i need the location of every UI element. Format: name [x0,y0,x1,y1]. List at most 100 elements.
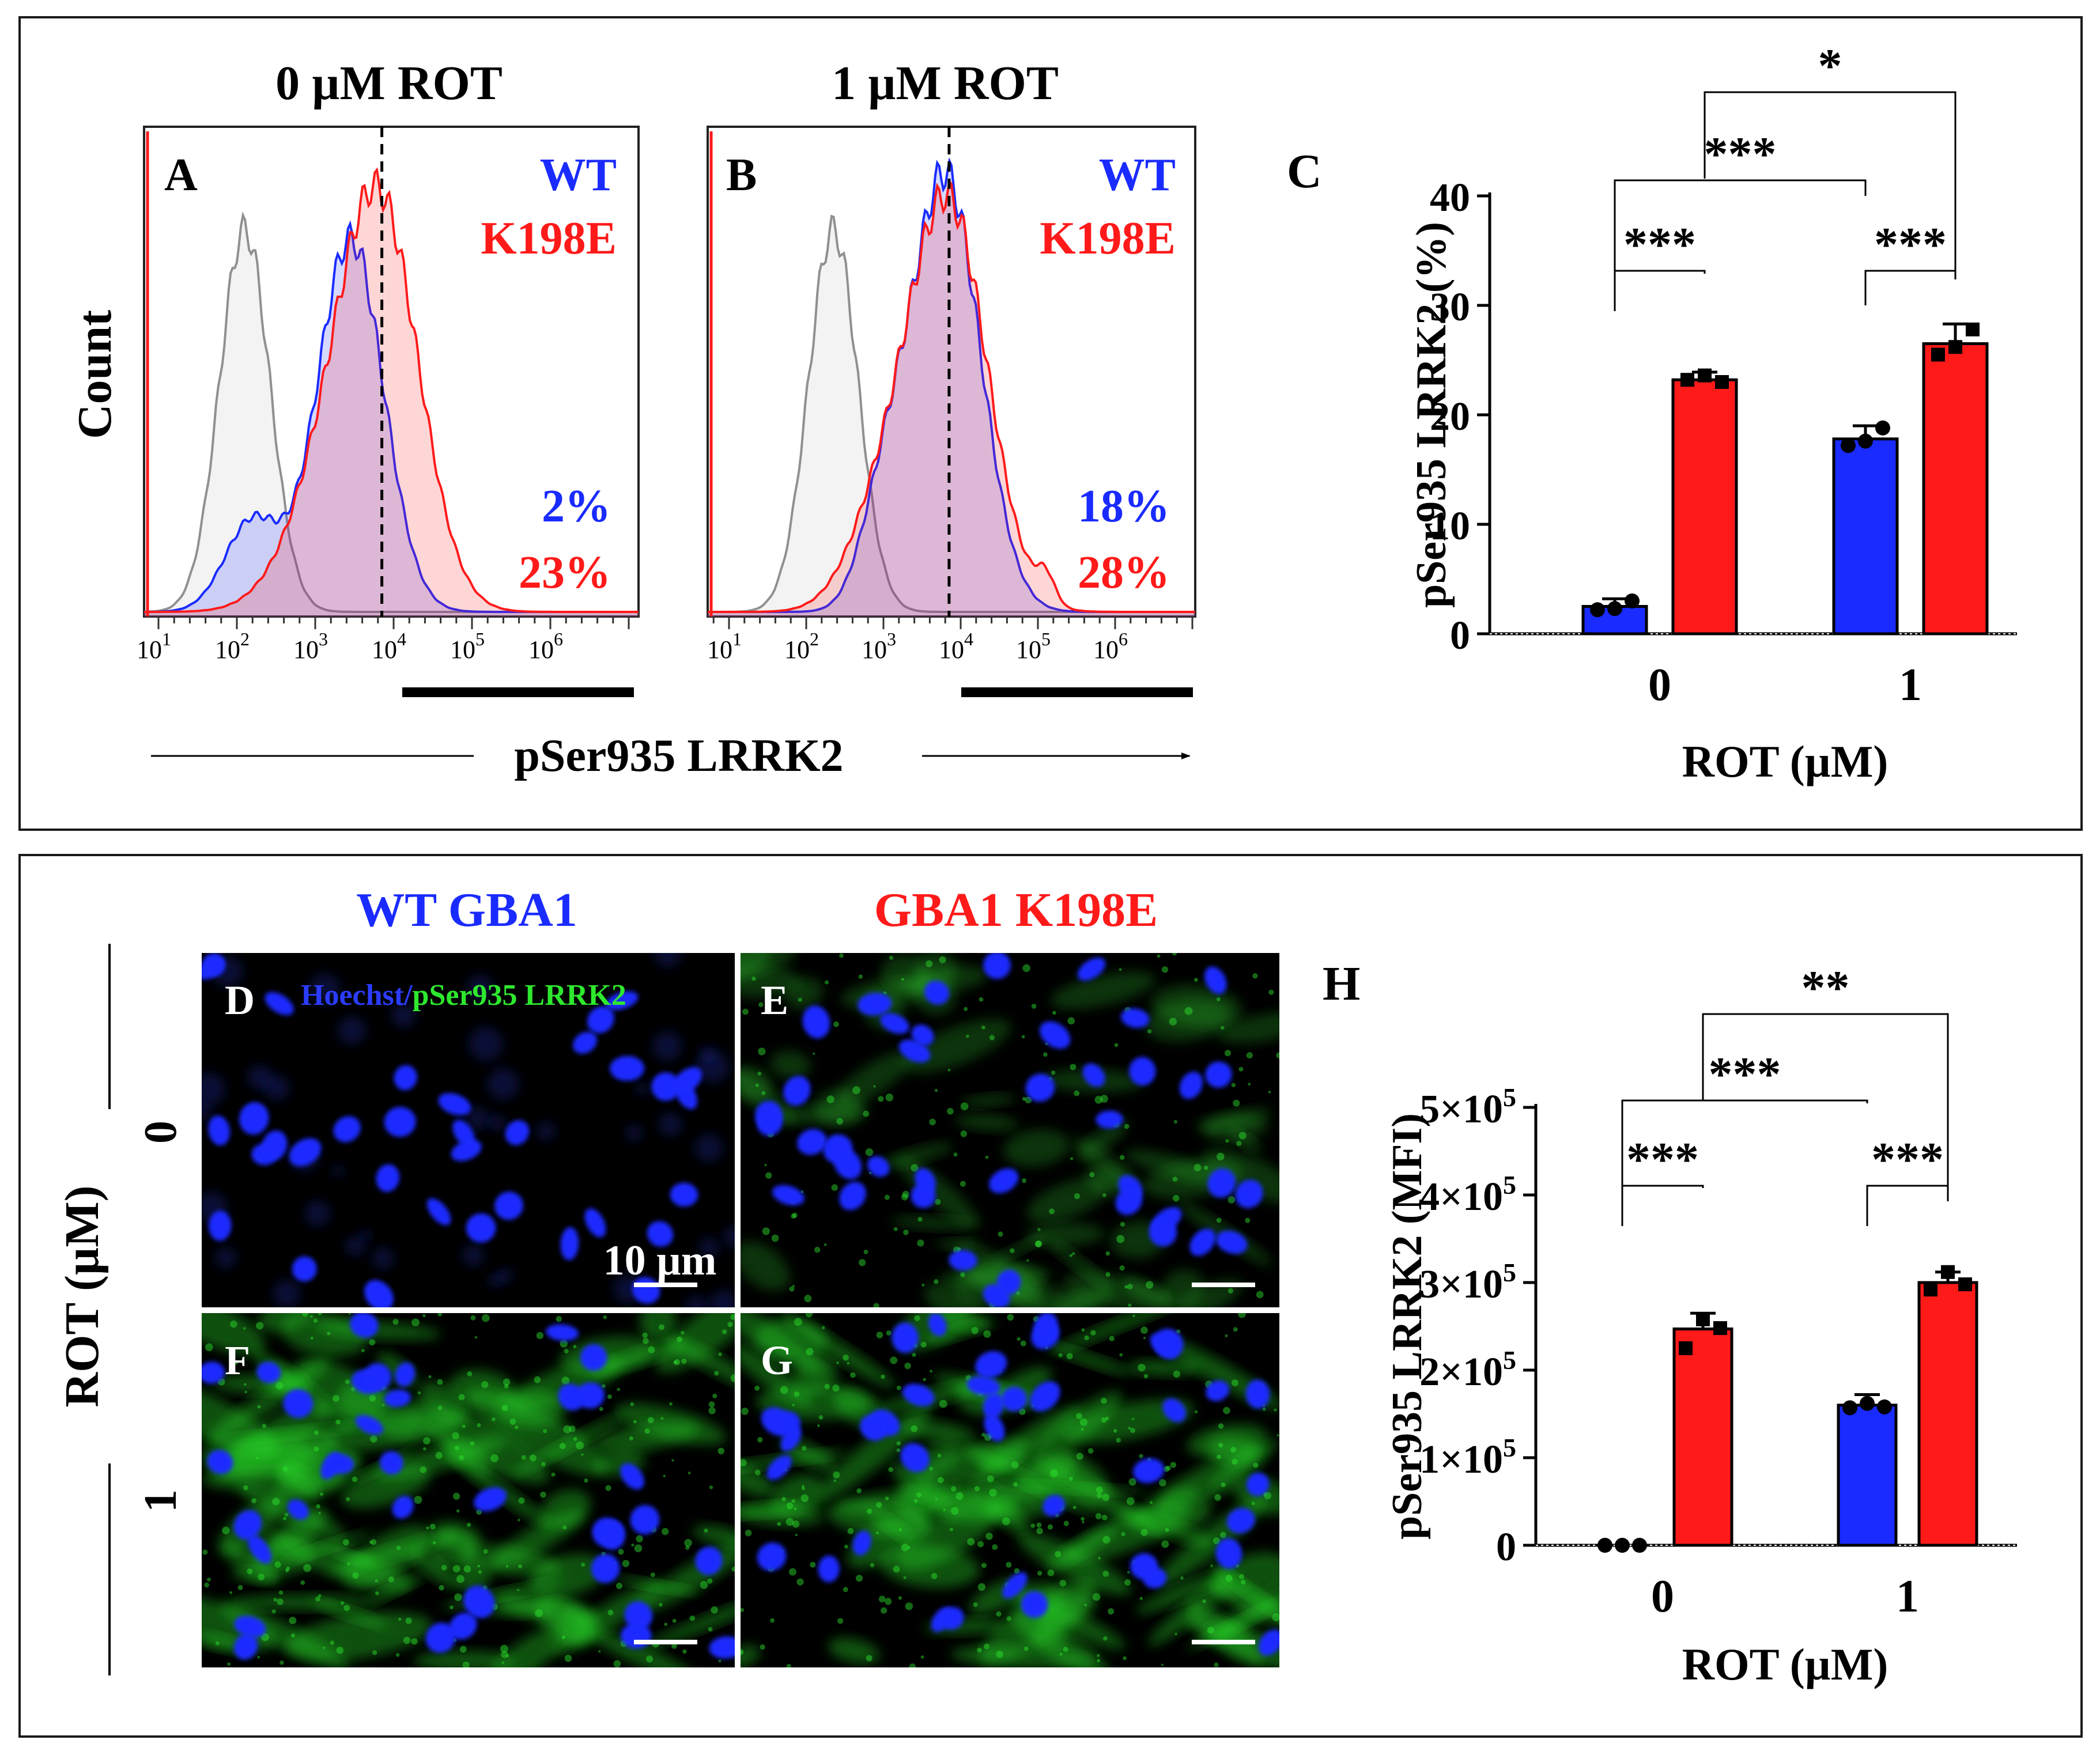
lrrk2-puncta [792,1404,795,1407]
lrrk2-puncta [607,1609,614,1616]
y-tick-label: 3×105 [1419,1258,1516,1307]
lrrk2-puncta [659,1602,663,1607]
nucleus [239,1102,269,1135]
nucleus [202,1361,225,1384]
nucleus [1077,958,1106,981]
lrrk2-puncta [543,1429,547,1433]
lrrk2-puncta [1035,1240,1043,1247]
scale-label: 10 µm [603,1237,717,1284]
lrrk2-puncta [243,1485,248,1491]
significance-label: *** [1874,218,1947,271]
panel-letter-a: A [164,150,198,201]
lrrk2-puncta [1072,1506,1077,1510]
lrrk2-puncta [1101,1514,1108,1521]
lrrk2-puncta [977,1583,985,1591]
lrrk2-puncta [1097,1659,1101,1663]
lrrk2-signal [741,1313,825,1375]
lrrk2-signal [770,1050,811,1079]
lrrk2-puncta [1123,1656,1127,1661]
nucleus [610,1056,645,1081]
y-tick-label: 0 [1496,1525,1516,1569]
lrrk2-puncta [764,1164,767,1167]
data-point [1715,375,1729,389]
y-tick-label: 4×105 [1419,1170,1516,1219]
nucleus [839,1182,866,1211]
lrrk2-signal [208,1424,364,1444]
lrrk2-puncta [1013,1482,1018,1487]
lrrk2-puncta [1095,1513,1102,1519]
micrograph-f [202,1313,735,1667]
significance-bracket [1864,270,1957,305]
lrrk2-puncta [977,1647,982,1653]
lrrk2-puncta [647,1417,654,1424]
nucleus [247,1534,272,1564]
lrrk2-puncta [361,1349,365,1353]
lrrk2-puncta [227,1662,231,1666]
lrrk2-puncta [873,1303,879,1307]
data-point [1590,602,1605,618]
lrrk2-puncta [395,1653,400,1657]
nucleus [1226,1508,1255,1534]
nucleus [265,992,294,1015]
lrrk2-signal [892,1462,949,1507]
lrrk2-puncta [905,1602,913,1610]
x-axis-label: ROT (µM) [1682,736,1889,786]
background-haze [652,1031,682,1061]
background-haze [247,1065,272,1090]
background-haze [487,1068,519,1100]
nucleus [1162,1398,1186,1423]
nucleus [1002,1572,1028,1599]
lrrk2-puncta [1081,1516,1085,1521]
nucleus [333,1116,361,1143]
lrrk2-puncta [987,1475,994,1482]
lrrk2-puncta [884,1194,890,1200]
lrrk2-puncta [237,1584,243,1590]
nucleus [425,1622,456,1653]
x-tick-label: 0 [1648,660,1671,710]
lrrk2-puncta [509,1419,516,1425]
lrrk2-puncta [1139,1597,1143,1601]
lrrk2-puncta [1076,1453,1083,1460]
lrrk2-puncta [792,1212,798,1218]
nucleus [546,1324,579,1341]
lrrk2-puncta [517,1588,520,1591]
lrrk2-puncta [1120,1221,1125,1227]
lrrk2-puncta [1238,1066,1244,1072]
lrrk2-puncta [1019,1408,1026,1415]
lrrk2-puncta [789,1286,795,1292]
lrrk2-puncta [437,1313,442,1317]
lrrk2-puncta [681,1358,687,1364]
histogram-ticks-b: 101 102 103 104 105 106 [707,616,1193,664]
lrrk2-puncta [518,1497,525,1504]
row-label-0: 0 [135,1121,186,1144]
lrrk2-puncta [534,1376,541,1383]
lrrk2-puncta [824,1383,830,1390]
lrrk2-puncta [272,1497,280,1506]
lrrk2-puncta [901,978,904,981]
lrrk2-signal [413,1651,515,1667]
data-point [1698,368,1712,383]
nucleus [900,1443,930,1473]
lrrk2-puncta [1223,1406,1230,1414]
lrrk2-puncta [323,1646,326,1650]
lrrk2-puncta [947,1107,954,1115]
lrrk2-puncta [998,1231,1003,1237]
lrrk2-puncta [934,1279,939,1284]
lrrk2-puncta [1193,1164,1202,1172]
nucleus [392,1496,414,1519]
nucleus [983,953,1011,979]
lrrk2-puncta [876,1501,882,1508]
background-haze [391,1002,417,1027]
lrrk2-puncta [581,1563,586,1567]
lrrk2-puncta [718,1659,722,1663]
lrrk2-puncta [1170,1462,1177,1468]
lrrk2-puncta [967,1538,975,1546]
lrrk2-puncta [791,1499,796,1503]
lrrk2-puncta [953,1152,958,1157]
lrrk2-puncta [491,1417,496,1422]
lrrk2-puncta [836,1118,843,1125]
lrrk2-puncta [1049,1469,1058,1478]
lrrk2-puncta [1163,1466,1170,1472]
data-point [1679,1341,1693,1355]
lrrk2-puncta [1213,1537,1220,1545]
